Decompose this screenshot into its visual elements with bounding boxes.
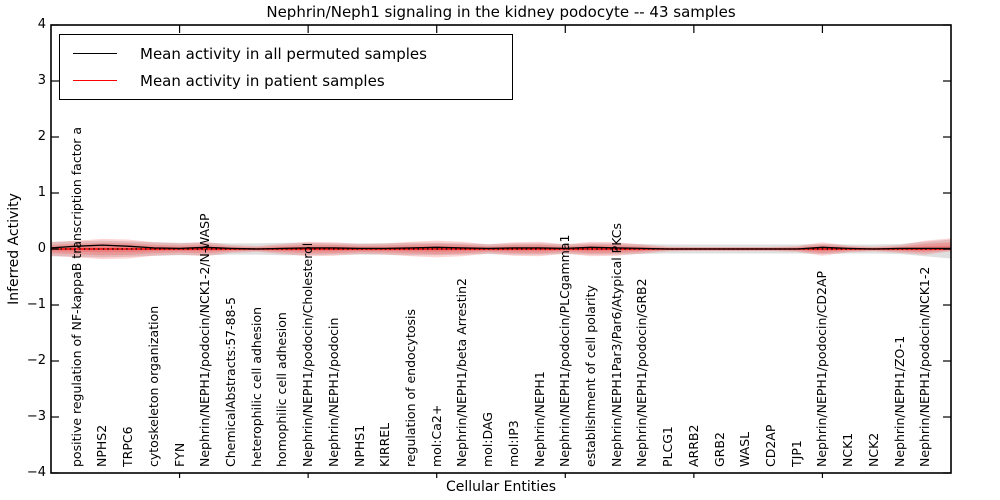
x-tick-label: homophilic cell adhesion	[274, 312, 290, 467]
x-tick-label: Nephrin/NEPH1/podocin/NCK1-2/N-WASP	[197, 213, 213, 467]
x-tick-label: positive regulation of NF-kappaB transcr…	[68, 126, 84, 467]
x-tick-label: Nephrin/NEPH1/podocin/CD2AP	[814, 270, 830, 467]
permuted-line-swatch	[73, 53, 117, 54]
x-tick-label: GRB2	[711, 432, 727, 467]
x-tick-label: Nephrin/NEPH1	[531, 371, 547, 467]
x-tick-label: mol:DAG	[480, 412, 496, 467]
x-tick-label: mol:IP3	[505, 420, 521, 467]
x-tick-label: FYN	[171, 442, 187, 467]
x-tick-label: NCK2	[865, 432, 881, 467]
legend-item: Mean activity in all permuted samples	[60, 45, 512, 63]
x-tick-label: NPHS2	[94, 424, 110, 467]
y-tick-label: −1	[26, 297, 46, 312]
y-tick-label: −3	[26, 409, 46, 424]
y-tick-label: −4	[26, 465, 46, 480]
x-tick-label: cytoskeleton organization	[145, 305, 161, 467]
x-tick-label: PLCG1	[660, 426, 676, 467]
y-tick-label: −2	[26, 353, 46, 368]
legend: Mean activity in all permuted samples Me…	[59, 34, 513, 100]
x-tick-label: mol:Ca2+	[428, 404, 444, 467]
x-tick-label: TJP1	[788, 440, 804, 467]
x-tick-label: Nephrin/NEPH1/podocin/PLCgamma1	[557, 234, 573, 467]
x-tick-label: ARRB2	[685, 424, 701, 467]
y-tick-label: 0	[37, 241, 46, 256]
x-axis-label: Cellular Entities	[445, 479, 557, 495]
x-tick-label: TRPC6	[120, 426, 136, 467]
x-tick-label: Nephrin/NEPH1Par3/Par6/Atypical PKCs	[608, 223, 624, 467]
legend-label: Mean activity in patient samples	[140, 71, 385, 90]
x-tick-label: establishment of cell polarity	[583, 285, 598, 467]
x-tick-label: NCK1	[840, 432, 856, 467]
x-tick-label: KIRREL	[377, 422, 393, 467]
legend-label: Mean activity in all permuted samples	[140, 44, 427, 63]
x-tick-label: CD2AP	[763, 424, 778, 467]
chart-title: Nephrin/Neph1 signaling in the kidney po…	[266, 3, 736, 21]
x-tick-label: WASL	[737, 431, 753, 467]
y-tick-label: 2	[37, 129, 46, 144]
x-tick-label: Nephrin/NEPH1/podocin	[325, 317, 341, 467]
y-tick-label: 4	[37, 17, 46, 32]
x-tick-label: NPHS1	[351, 424, 367, 467]
y-tick-label: 3	[37, 73, 46, 88]
legend-item: Mean activity in patient samples	[60, 72, 512, 90]
patient-line-swatch	[73, 80, 117, 81]
y-tick-label: 1	[37, 185, 46, 200]
x-tick-label: Nephrin/NEPH1/beta Arrestin2	[454, 278, 470, 467]
x-tick-label: regulation of endocytosis	[403, 309, 418, 467]
permuted-mean-line	[50, 244, 951, 250]
x-tick-label: Nephrin/NEPH1/podocin/NCK1-2	[917, 266, 933, 467]
x-tick-label: Nephrin/NEPH1/podocin/GRB2	[634, 278, 650, 467]
x-tick-label: Nephrin/NEPH1/podocin/Cholesterol	[300, 242, 316, 467]
x-tick-label: ChemicalAbstracts:57-88-5	[223, 297, 238, 467]
x-tick-label: heterophilic cell adhesion	[248, 306, 264, 467]
x-tick-label: Nephrin/NEPH1/ZO-1	[891, 335, 907, 467]
